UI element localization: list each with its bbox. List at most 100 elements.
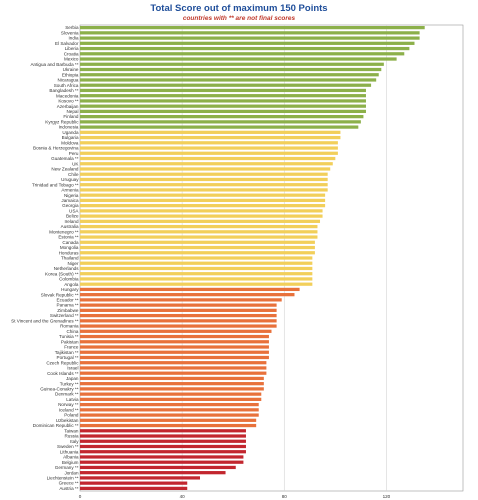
bar-8 bbox=[80, 67, 382, 72]
category-label-47: Korea (South) ** bbox=[45, 271, 79, 276]
category-label-37: Ireland bbox=[64, 219, 78, 224]
bar-38 bbox=[80, 224, 318, 229]
bar-82 bbox=[80, 455, 244, 459]
category-label-32: Nigeria bbox=[64, 193, 79, 198]
category-label-88: Austria ** bbox=[59, 486, 78, 491]
bar-30 bbox=[80, 183, 328, 187]
bar-46 bbox=[80, 266, 313, 271]
x-tick-label-120: 120 bbox=[383, 494, 391, 499]
bar-48 bbox=[80, 277, 313, 281]
category-label-16: Nepal bbox=[66, 109, 78, 114]
category-label-85: Jordan bbox=[64, 470, 78, 475]
bar-50 bbox=[80, 287, 300, 292]
bar-11 bbox=[80, 83, 372, 87]
bar-47 bbox=[80, 272, 313, 276]
category-label-50: Hungary bbox=[61, 287, 79, 292]
bar-86 bbox=[80, 476, 201, 480]
category-label-55: Switzerland ** bbox=[50, 313, 79, 318]
bar-59 bbox=[80, 334, 269, 339]
bar-35 bbox=[80, 209, 323, 213]
bar-75 bbox=[80, 418, 257, 422]
category-label-82: Albania bbox=[63, 455, 79, 460]
category-label-23: Bosnia & Herzegovina bbox=[33, 146, 79, 151]
category-label-56: St Vincent and the Grenadines ** bbox=[11, 318, 79, 323]
category-label-15: Azerbaijan bbox=[57, 104, 79, 109]
bar-24 bbox=[80, 151, 338, 155]
category-label-70: Denmark ** bbox=[55, 392, 79, 397]
category-label-80: Sweden ** bbox=[57, 444, 79, 449]
category-label-86: Liechtenstein ** bbox=[47, 476, 79, 481]
bar-7 bbox=[80, 62, 384, 66]
bar-25 bbox=[80, 156, 336, 161]
category-label-13: Macedonia bbox=[56, 93, 79, 98]
category-label-46: Netherlands bbox=[54, 266, 79, 271]
category-label-39: Montenegro ** bbox=[49, 229, 79, 234]
category-label-7: Antigua and Barbuda ** bbox=[30, 62, 78, 67]
category-label-79: Italy bbox=[70, 439, 79, 444]
bar-84 bbox=[80, 465, 236, 470]
bar-66 bbox=[80, 371, 267, 375]
bar-29 bbox=[80, 177, 328, 182]
category-label-11: South Africa bbox=[54, 83, 79, 88]
category-label-18: Kyrgyz Republic bbox=[45, 119, 79, 124]
bar-1 bbox=[80, 31, 420, 35]
category-label-76: Dominican Republic ** bbox=[33, 423, 79, 428]
category-label-87: Greece ** bbox=[59, 481, 79, 486]
bar-42 bbox=[80, 245, 315, 250]
category-label-83: Belgium bbox=[62, 460, 79, 465]
category-label-63: Portugal ** bbox=[57, 355, 79, 360]
bar-3 bbox=[80, 41, 415, 45]
bar-55 bbox=[80, 313, 277, 318]
category-label-3: El Salvador bbox=[55, 41, 79, 46]
category-label-1: Slovenia bbox=[61, 30, 79, 35]
bar-88 bbox=[80, 486, 188, 491]
bar-81 bbox=[80, 450, 246, 454]
category-label-10: Nicaragua bbox=[58, 78, 79, 83]
category-label-57: Romania bbox=[60, 324, 79, 329]
category-label-60: Pakistan bbox=[61, 339, 79, 344]
category-label-68: Turkey ** bbox=[60, 381, 79, 386]
bar-13 bbox=[80, 94, 366, 98]
category-label-9: Ethiopia bbox=[62, 72, 79, 77]
bar-78 bbox=[80, 434, 246, 438]
bar-33 bbox=[80, 198, 326, 203]
bar-26 bbox=[80, 162, 333, 166]
bar-58 bbox=[80, 329, 272, 333]
bar-71 bbox=[80, 397, 262, 401]
bar-14 bbox=[80, 99, 366, 103]
category-label-42: Mongolia bbox=[60, 245, 79, 250]
bar-68 bbox=[80, 382, 264, 386]
x-tick-label-80: 80 bbox=[282, 494, 288, 499]
category-label-41: Canada bbox=[62, 240, 79, 245]
bar-65 bbox=[80, 366, 267, 370]
bar-22 bbox=[80, 141, 338, 145]
category-label-44: Thailand bbox=[61, 256, 79, 261]
category-label-20: Uganda bbox=[62, 130, 79, 135]
bar-20 bbox=[80, 130, 341, 134]
bar-17 bbox=[80, 115, 364, 119]
bar-21 bbox=[80, 135, 341, 140]
bar-63 bbox=[80, 355, 269, 360]
category-label-71: Latvia bbox=[66, 397, 79, 402]
bar-60 bbox=[80, 340, 269, 344]
category-label-8: Ukraine bbox=[63, 67, 79, 72]
category-label-27: New Zealand bbox=[51, 167, 79, 172]
x-tick-label-0: 0 bbox=[79, 494, 82, 499]
category-label-29: Uruguay bbox=[61, 177, 79, 182]
category-label-51: Slovak Republic ** bbox=[41, 292, 79, 297]
bar-53 bbox=[80, 303, 277, 307]
bar-83 bbox=[80, 460, 244, 464]
category-label-2: India bbox=[69, 36, 79, 41]
bar-76 bbox=[80, 423, 257, 428]
bar-43 bbox=[80, 251, 315, 255]
category-label-61: France bbox=[64, 345, 79, 350]
bar-0 bbox=[80, 25, 425, 30]
bar-2 bbox=[80, 36, 420, 40]
category-label-49: Angola bbox=[64, 282, 79, 287]
bar-16 bbox=[80, 109, 366, 114]
category-label-54: Zimbabwe bbox=[57, 308, 79, 313]
bar-37 bbox=[80, 219, 321, 223]
category-label-64: Czech Republic bbox=[46, 360, 79, 365]
category-label-67: Japan bbox=[66, 376, 79, 381]
